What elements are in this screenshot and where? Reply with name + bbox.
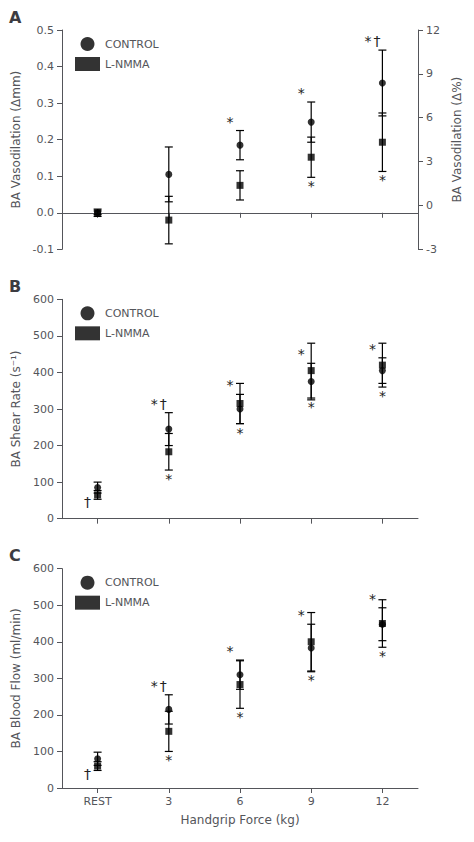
svg-text:500: 500 bbox=[33, 599, 54, 612]
svg-text:CONTROL: CONTROL bbox=[105, 38, 160, 51]
svg-text:C: C bbox=[9, 546, 21, 565]
svg-text:*: * bbox=[165, 471, 172, 487]
svg-text:300: 300 bbox=[33, 672, 54, 685]
svg-text:0.2: 0.2 bbox=[37, 133, 55, 146]
svg-text:*: * bbox=[298, 346, 305, 362]
svg-text:6: 6 bbox=[237, 795, 244, 808]
svg-text:400: 400 bbox=[33, 366, 54, 379]
svg-text:*: * bbox=[379, 648, 386, 664]
svg-text:L-NMMA: L-NMMA bbox=[105, 327, 150, 340]
svg-text:†: † bbox=[160, 678, 167, 694]
svg-text:*: * bbox=[151, 678, 158, 694]
svg-text:*: * bbox=[379, 172, 386, 188]
svg-text:†: † bbox=[84, 494, 91, 510]
svg-text:0.3: 0.3 bbox=[37, 97, 55, 110]
svg-text:9: 9 bbox=[308, 795, 315, 808]
svg-text:*: * bbox=[298, 85, 305, 101]
svg-text:†: † bbox=[373, 33, 380, 49]
svg-text:L-NMMA: L-NMMA bbox=[105, 58, 150, 71]
svg-text:0.0: 0.0 bbox=[37, 206, 55, 219]
svg-text:A: A bbox=[9, 8, 22, 27]
svg-text:†: † bbox=[84, 766, 91, 782]
svg-text:3: 3 bbox=[165, 795, 172, 808]
svg-text:3: 3 bbox=[426, 155, 433, 168]
svg-text:*: * bbox=[308, 399, 315, 415]
svg-text:BA Shear Rate (s⁻¹): BA Shear Rate (s⁻¹) bbox=[9, 350, 23, 467]
svg-text:-3: -3 bbox=[426, 243, 437, 256]
svg-text:0.4: 0.4 bbox=[37, 60, 55, 73]
svg-text:*: * bbox=[237, 425, 244, 441]
svg-text:*: * bbox=[298, 607, 305, 623]
svg-text:400: 400 bbox=[33, 635, 54, 648]
svg-text:0.5: 0.5 bbox=[37, 24, 55, 37]
svg-text:*: * bbox=[308, 672, 315, 688]
svg-text:*: * bbox=[151, 396, 158, 412]
svg-text:†: † bbox=[160, 396, 167, 412]
svg-text:0: 0 bbox=[47, 512, 54, 525]
svg-text:0.1: 0.1 bbox=[37, 170, 55, 183]
svg-text:BA Vasodilation (Δ%): BA Vasodilation (Δ%) bbox=[450, 77, 464, 203]
svg-text:200: 200 bbox=[33, 708, 54, 721]
svg-text:600: 600 bbox=[33, 562, 54, 575]
svg-text:100: 100 bbox=[33, 745, 54, 758]
svg-text:*: * bbox=[237, 709, 244, 725]
svg-text:REST: REST bbox=[83, 795, 112, 808]
svg-text:0: 0 bbox=[426, 199, 433, 212]
svg-text:*: * bbox=[308, 178, 315, 194]
svg-text:12: 12 bbox=[426, 24, 440, 37]
svg-text:CONTROL: CONTROL bbox=[105, 576, 160, 589]
svg-text:L-NMMA: L-NMMA bbox=[105, 596, 150, 609]
svg-text:*: * bbox=[379, 388, 386, 404]
svg-text:BA Blood Flow (ml/min): BA Blood Flow (ml/min) bbox=[9, 608, 23, 748]
svg-text:200: 200 bbox=[33, 439, 54, 452]
svg-text:*: * bbox=[165, 752, 172, 768]
svg-text:*: * bbox=[227, 114, 234, 130]
svg-text:*: * bbox=[227, 643, 234, 659]
svg-text:B: B bbox=[9, 277, 21, 296]
svg-text:CONTROL: CONTROL bbox=[105, 307, 160, 320]
svg-text:9: 9 bbox=[426, 67, 433, 80]
svg-text:*: * bbox=[227, 377, 234, 393]
svg-text:*: * bbox=[369, 341, 376, 357]
svg-text:500: 500 bbox=[33, 329, 54, 342]
svg-text:0: 0 bbox=[47, 782, 54, 795]
svg-text:12: 12 bbox=[375, 795, 389, 808]
svg-text:-0.1: -0.1 bbox=[33, 243, 54, 256]
svg-text:300: 300 bbox=[33, 403, 54, 416]
svg-text:100: 100 bbox=[33, 476, 54, 489]
svg-text:*: * bbox=[369, 591, 376, 607]
svg-text:6: 6 bbox=[426, 111, 433, 124]
svg-text:600: 600 bbox=[33, 293, 54, 306]
svg-text:*: * bbox=[364, 33, 371, 49]
svg-text:Handgrip Force (kg): Handgrip Force (kg) bbox=[180, 813, 299, 827]
svg-text:BA Vasodilation (Δmm): BA Vasodilation (Δmm) bbox=[9, 71, 23, 209]
